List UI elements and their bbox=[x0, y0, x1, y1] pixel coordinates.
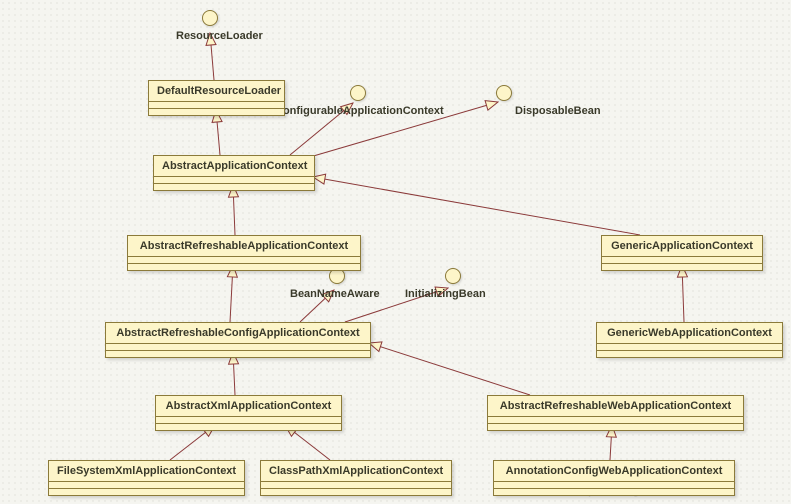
class-AnnotationConfigWebApplicationContext: AnnotationConfigWebApplicationContext bbox=[493, 460, 735, 496]
class-AbstractRefreshableApplicationContext: AbstractRefreshableApplicationContext bbox=[127, 235, 361, 271]
class-title: AbstractRefreshableConfigApplicationCont… bbox=[106, 323, 370, 344]
class-GenericApplicationContext: GenericApplicationContext bbox=[601, 235, 763, 271]
class-DefaultResourceLoader: DefaultResourceLoader bbox=[148, 80, 285, 116]
class-GenericWebApplicationContext: GenericWebApplicationContext bbox=[596, 322, 783, 358]
class-FileSystemXmlApplicationContext: FileSystemXmlApplicationContext bbox=[48, 460, 245, 496]
interface-circle-InitializingBean bbox=[445, 268, 461, 284]
interface-circle-DisposableBean bbox=[496, 85, 512, 101]
interface-label-InitializingBean: InitializingBean bbox=[405, 288, 486, 300]
class-AbstractRefreshableWebApplicationContext: AbstractRefreshableWebApplicationContext bbox=[487, 395, 744, 431]
interface-label-DisposableBean: DisposableBean bbox=[515, 105, 601, 117]
interface-label-ResourceLoader: ResourceLoader bbox=[176, 30, 263, 42]
interface-label-ConfigurableApplicationContext: ConfigurableApplicationContext bbox=[275, 105, 444, 117]
interface-label-BeanNameAware: BeanNameAware bbox=[290, 288, 380, 300]
interface-circle-ConfigurableApplicationContext bbox=[350, 85, 366, 101]
class-title: GenericWebApplicationContext bbox=[597, 323, 782, 344]
class-title: ClassPathXmlApplicationContext bbox=[261, 461, 451, 482]
class-title: AbstractRefreshableApplicationContext bbox=[128, 236, 360, 257]
class-AbstractApplicationContext: AbstractApplicationContext bbox=[153, 155, 315, 191]
class-title: FileSystemXmlApplicationContext bbox=[49, 461, 244, 482]
class-AbstractRefreshableConfigApplicationContext: AbstractRefreshableConfigApplicationCont… bbox=[105, 322, 371, 358]
interface-circle-ResourceLoader bbox=[202, 10, 218, 26]
class-title: GenericApplicationContext bbox=[602, 236, 762, 257]
class-title: AbstractRefreshableWebApplicationContext bbox=[488, 396, 743, 417]
class-ClassPathXmlApplicationContext: ClassPathXmlApplicationContext bbox=[260, 460, 452, 496]
class-title: DefaultResourceLoader bbox=[149, 81, 284, 102]
class-title: AbstractApplicationContext bbox=[154, 156, 314, 177]
class-AbstractXmlApplicationContext: AbstractXmlApplicationContext bbox=[155, 395, 342, 431]
class-title: AbstractXmlApplicationContext bbox=[156, 396, 341, 417]
class-title: AnnotationConfigWebApplicationContext bbox=[494, 461, 734, 482]
